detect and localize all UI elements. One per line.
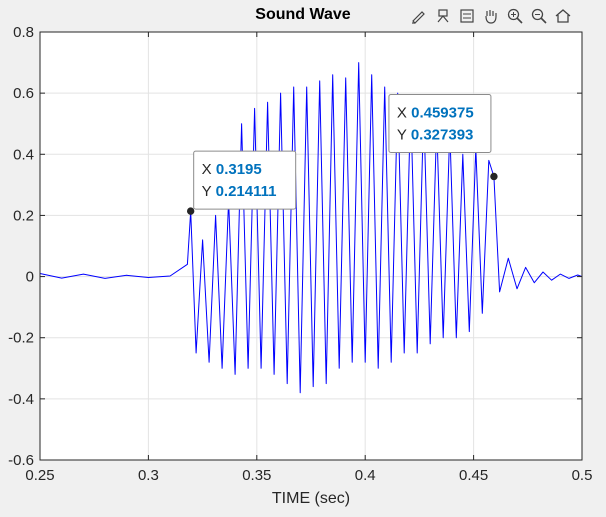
y-tick-label: 0.8 [13,24,34,41]
x-tick-label: 0.3 [138,467,159,484]
chart-title: Sound Wave [255,6,351,23]
y-tick-label: 0.6 [13,85,34,102]
data-tip-x-value: 0.459375 [411,104,474,121]
data-tip-y-value: 0.214111 [216,183,277,200]
data-tip-box [388,93,492,153]
data-tip-x-label: X [397,104,411,121]
sound-wave-series-line [39,62,583,394]
axes-background [40,32,582,460]
axes-box [39,31,583,461]
y-tick-label: 0.4 [13,146,34,163]
x-axis-label: TIME (sec) [272,490,350,507]
insert-data-tip-icon[interactable] [432,5,454,27]
zoom-out-icon[interactable] [528,5,550,27]
y-tick-label: -0.6 [8,452,34,469]
data-tip-y-label: Y [397,126,411,143]
axes-toolbar [408,4,574,28]
pan-hand-icon[interactable] [480,5,502,27]
y-tick-label: -0.2 [8,330,34,347]
data-tip-box [193,150,297,210]
y-tick-label: -0.4 [8,391,34,408]
data-tip-x-row: X 0.3195 [202,161,262,178]
data-tip-x-value: 0.3195 [216,161,262,178]
y-tick-label: 0.2 [13,207,34,224]
insert-legend-icon[interactable] [456,5,478,27]
x-tick-label: 0.5 [572,467,593,484]
data-tip-x-row: X 0.459375 [397,104,474,121]
x-tick-label: 0.35 [242,467,271,484]
data-tip-x-label: X [202,161,216,178]
data-tip-y-value: 0.327393 [411,126,474,143]
data-tip-marker [490,172,498,181]
zoom-in-icon[interactable] [504,5,526,27]
home-restore-view-icon[interactable] [552,5,574,27]
x-tick-label: 0.4 [355,467,376,484]
edit-brush-icon[interactable] [408,5,430,27]
data-tip-y-row: Y 0.214111 [202,183,277,200]
x-tick-label: 0.25 [25,467,54,484]
y-tick-label: 0 [26,269,34,286]
x-tick-label: 0.45 [459,467,488,484]
data-tip-y-label: Y [202,183,216,200]
data-tip-y-row: Y 0.327393 [397,126,473,143]
data-tip-marker [186,207,195,215]
